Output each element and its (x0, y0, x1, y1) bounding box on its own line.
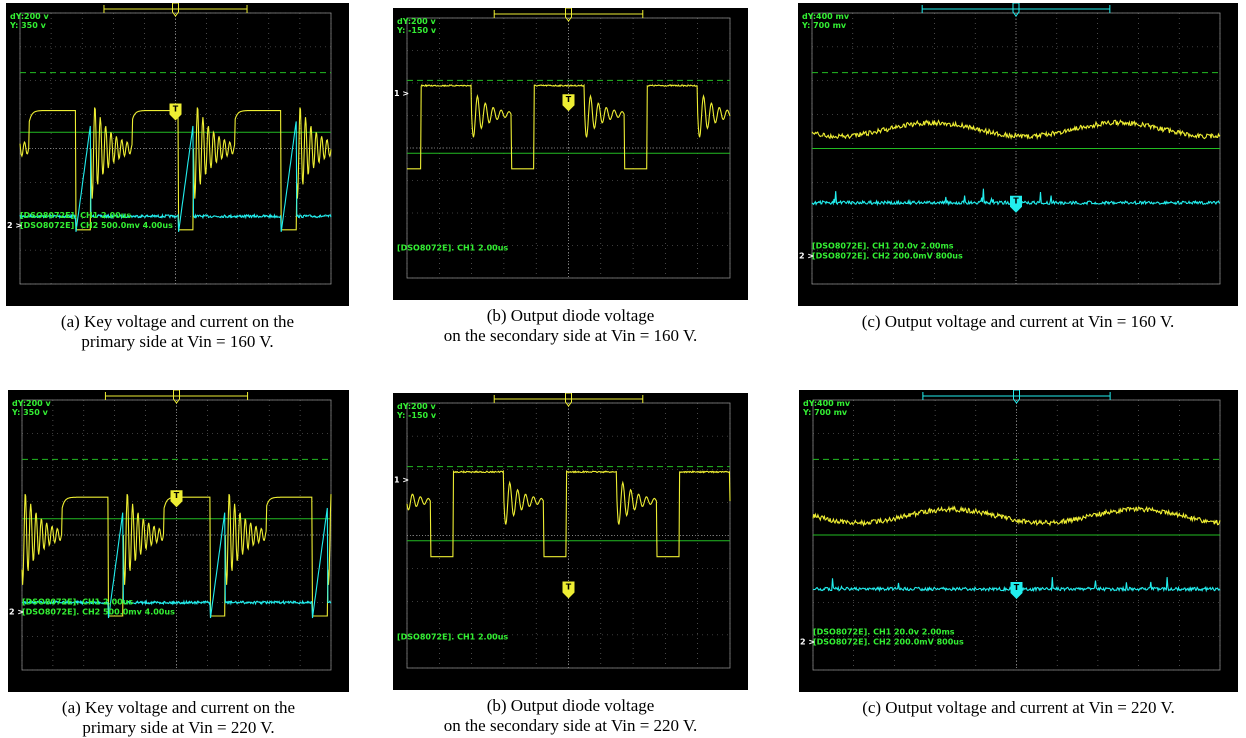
caption-line: (b) Output diode voltage (371, 306, 771, 326)
trigger-label: T (566, 95, 572, 104)
status-line: [DSO8072E]. CH2 200.0mV 800us (813, 638, 964, 647)
channel-label: 2 > (9, 607, 24, 616)
status-line: [DSO8072E]. CH1 2.00us (397, 243, 508, 252)
readout: dY:200 v (10, 12, 50, 21)
figure: TdY:200 vY: 350 v[DSO8072E]. CH1 2.00us[… (0, 0, 1246, 738)
caption-line: (a) Key voltage and current on the (0, 312, 378, 332)
status-line: [DSO8072E]. CH1 2.00us (20, 211, 131, 220)
caption-line: primary side at Vin = 160 V. (0, 332, 378, 352)
screen-bg (8, 390, 349, 692)
channel-label: 1 > (394, 89, 409, 98)
scope-screen: TdY:200 vY: 350 v [DSO8072E]. CH1 2.00us[… (8, 390, 349, 692)
readout: dY:200 v (12, 399, 52, 408)
trigger-label: T (1014, 583, 1020, 592)
caption-line: (c) Output voltage and current at Vin = … (819, 698, 1219, 718)
screen-bg (798, 3, 1238, 306)
status-line: [DSO8072E]. CH2 500.0mv 4.00us (20, 221, 173, 230)
readout: dY:400 mv (802, 12, 850, 21)
caption-line: primary side at Vin = 220 V. (0, 718, 379, 738)
channel-label: 2 > (799, 251, 814, 260)
caption: (c) Output voltage and current at Vin = … (819, 698, 1219, 718)
status-line: [DSO8072E]. CH2 200.0mV 800us (812, 251, 963, 260)
caption-line: on the secondary side at Vin = 220 V. (371, 716, 771, 736)
trigger-label: T (1013, 197, 1019, 206)
readout: Y: 350 v (11, 408, 49, 417)
channel-label: 2 > (800, 638, 815, 647)
trigger-label: T (174, 491, 180, 500)
scope-screen: TdY:200 vY: -150 v [DSO8072E]. CH1 2.00us… (393, 393, 748, 690)
scope-screen: TdY:200 vY: 350 v [DSO8072E]. CH1 2.00us[… (6, 3, 349, 306)
readout: dY:200 v (397, 402, 437, 411)
caption-line: (a) Key voltage and current on the (0, 698, 379, 718)
readout: dY:400 mv (803, 399, 851, 408)
readout: Y: -150 v (396, 411, 437, 420)
trigger-label: T (566, 583, 572, 592)
readout: Y: 700 mv (802, 408, 848, 417)
channel-label: 1 > (394, 476, 409, 485)
scope-screen: TdY:200 vY: -150 v [DSO8072E]. CH1 2.00us… (393, 8, 748, 300)
caption-line: on the secondary side at Vin = 160 V. (371, 326, 771, 346)
readout: Y: 350 v (9, 21, 47, 30)
trigger-label: T (173, 105, 179, 114)
status-line: [DSO8072E]. CH1 2.00us (22, 597, 133, 606)
scope-screen: TdY:400 mvY: 700 mv [DSO8072E]. CH1 20.0v… (799, 390, 1238, 692)
caption: (c) Output voltage and current at Vin = … (818, 312, 1218, 332)
caption-line: (c) Output voltage and current at Vin = … (818, 312, 1218, 332)
channel-label: 2 > (7, 221, 22, 230)
status-line: [DSO8072E]. CH1 2.00us (397, 633, 508, 642)
readout: dY:200 v (397, 17, 437, 26)
scope-screen: TdY:400 mvY: 700 mv [DSO8072E]. CH1 20.0v… (798, 3, 1238, 306)
screen-bg (393, 393, 748, 690)
readout: Y: -150 v (396, 26, 437, 35)
caption-line: (b) Output diode voltage (371, 696, 771, 716)
screen-bg (6, 3, 349, 306)
readout: Y: 700 mv (801, 21, 847, 30)
status-line: [DSO8072E]. CH2 500.0mv 4.00us (22, 607, 175, 616)
status-line: [DSO8072E]. CH1 20.0v 2.00ms (812, 241, 954, 250)
screen-bg (799, 390, 1238, 692)
screen-bg (393, 8, 748, 300)
status-line: [DSO8072E]. CH1 20.0v 2.00ms (813, 628, 955, 637)
